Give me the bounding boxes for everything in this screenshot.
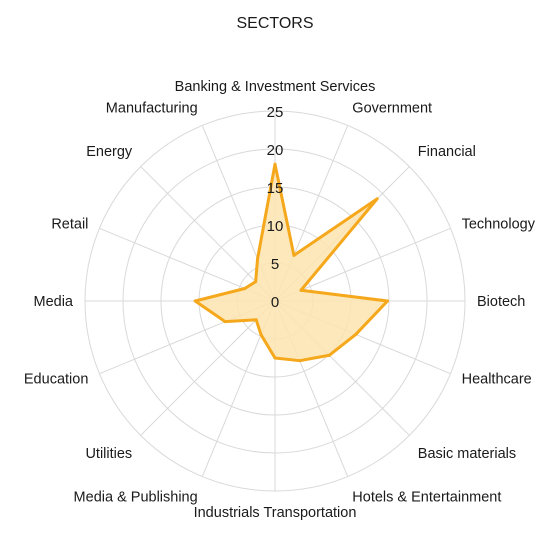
category-label: Retail xyxy=(51,217,88,233)
category-label: Basic materials xyxy=(418,446,516,462)
data-point xyxy=(256,257,260,261)
category-label: Media & Publishing xyxy=(74,490,198,506)
tick-label: 20 xyxy=(267,142,284,159)
data-point xyxy=(385,299,389,303)
category-label: Manufacturing xyxy=(106,100,198,116)
tick-label: 10 xyxy=(267,218,284,235)
data-point xyxy=(273,162,277,166)
category-label: Utilities xyxy=(85,446,132,462)
category-label: Financial xyxy=(418,144,476,160)
radar-series xyxy=(193,162,389,363)
data-point xyxy=(259,333,263,337)
data-point xyxy=(375,197,379,201)
category-label: Hotels & Entertainment xyxy=(352,490,501,506)
grid-spoke xyxy=(274,227,451,302)
category-label: Banking & Investment Services xyxy=(175,79,376,95)
data-point xyxy=(292,253,296,257)
tick-label: 25 xyxy=(267,104,284,121)
category-label: Technology xyxy=(462,217,536,233)
category-label: Media xyxy=(34,294,74,310)
data-point xyxy=(327,353,331,357)
data-point xyxy=(243,286,247,290)
category-label: Healthcare xyxy=(462,371,532,387)
data-point xyxy=(193,299,197,303)
tick-label: 15 xyxy=(267,180,284,197)
category-label: Industrials Transportation xyxy=(194,505,357,521)
grid-spoke xyxy=(140,300,276,436)
category-label: Government xyxy=(352,100,432,116)
category-label: Biotech xyxy=(477,294,525,310)
data-point xyxy=(298,359,302,363)
category-label: Energy xyxy=(86,144,133,160)
data-point xyxy=(354,332,358,336)
data-point xyxy=(273,356,277,360)
tick-label: 5 xyxy=(271,256,279,273)
data-point xyxy=(299,288,303,292)
data-point xyxy=(223,320,227,324)
chart-title: SECTORS xyxy=(236,15,313,32)
grid-spoke xyxy=(140,166,276,302)
data-point xyxy=(254,318,258,322)
data-point xyxy=(254,280,258,284)
tick-label: 0 xyxy=(271,294,279,311)
category-labels: Banking & Investment Services Government F… xyxy=(24,79,536,521)
category-label: Education xyxy=(24,371,89,387)
radial-axis-ticks: 0 5 10 15 20 25 xyxy=(267,104,284,311)
series-area xyxy=(193,162,389,363)
